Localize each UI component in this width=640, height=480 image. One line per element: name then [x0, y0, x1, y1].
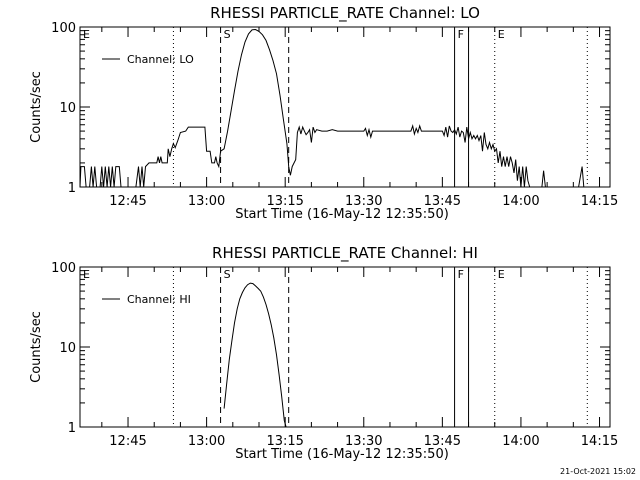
chart-panel-lo: RHESSI PARTICLE_RATE Channel: LO 1 10 100 12…: [29, 4, 618, 222]
x-tick-label: 14:00: [502, 434, 539, 449]
series-line: [80, 28, 585, 187]
y-tick-label: 100: [51, 261, 76, 276]
series-line: [223, 282, 287, 427]
legend-label: Channel: HI: [127, 293, 191, 306]
event-marker-label: S: [224, 268, 231, 281]
x-tick-label: 13:00: [188, 194, 225, 209]
event-marker-label: E: [83, 268, 90, 281]
x-tick-label: 13:45: [424, 434, 461, 449]
chart-title: RHESSI PARTICLE_RATE Channel: HI: [212, 244, 478, 263]
y-axis-label: Counts/sec: [29, 71, 44, 143]
x-tick-label: 14:00: [502, 194, 539, 209]
y-tick-label: 1: [68, 421, 76, 436]
y-tick-label: 10: [59, 101, 76, 116]
x-tick-label: 13:15: [266, 194, 303, 209]
event-marker-label: F: [458, 268, 464, 281]
legend-label: Channel: LO: [127, 53, 194, 66]
event-marker-label: E: [498, 268, 505, 281]
x-tick-label: 14:15: [581, 194, 618, 209]
y-tick-label: 100: [51, 21, 76, 36]
chart-title: RHESSI PARTICLE_RATE Channel: LO: [210, 4, 480, 23]
y-tick-label: 10: [59, 341, 76, 356]
y-tick-label: 1: [68, 181, 76, 196]
event-marker-label: F: [458, 28, 464, 41]
x-axis-label: Start Time (16-May-12 12:35:50): [235, 447, 449, 462]
event-marker-label: E: [498, 28, 505, 41]
x-tick-label: 14:15: [581, 434, 618, 449]
chart-panel-hi: RHESSI PARTICLE_RATE Channel: HI 1 10 100 12…: [29, 244, 618, 462]
x-tick-label: 13:30: [345, 434, 382, 449]
x-tick-label: 12:45: [109, 194, 146, 209]
x-tick-label: 12:45: [109, 434, 146, 449]
x-tick-label: 13:30: [345, 194, 382, 209]
x-tick-label: 13:00: [188, 434, 225, 449]
x-axis-label: Start Time (16-May-12 12:35:50): [235, 207, 449, 222]
plot-frame: [79, 266, 611, 428]
x-tick-label: 13:15: [266, 434, 303, 449]
x-tick-label: 13:45: [424, 194, 461, 209]
event-marker-label: S: [224, 28, 231, 41]
event-marker-label: E: [83, 28, 90, 41]
footer-timestamp: 21-Oct-2021 15:02: [560, 467, 636, 476]
y-axis-label: Counts/sec: [29, 311, 44, 383]
